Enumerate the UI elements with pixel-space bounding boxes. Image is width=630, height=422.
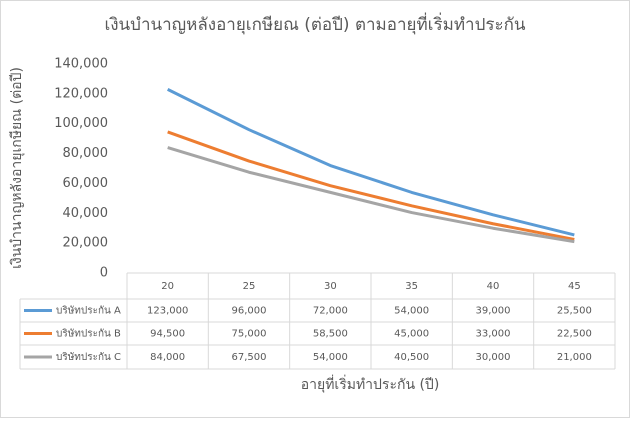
x-tick-label: 35 [405, 281, 418, 292]
table-value: 40,500 [394, 352, 429, 363]
table-value: 67,500 [232, 352, 267, 363]
table-value: 84,000 [150, 352, 185, 363]
y-tick-label: 0 [100, 266, 108, 281]
table-value: 45,000 [394, 329, 429, 340]
x-tick-label: 45 [568, 281, 581, 292]
y-axis-title: เงินบำนาญหลังอายุเกษียณ (ต่อปี) [9, 67, 25, 269]
table-value: 54,000 [394, 306, 429, 317]
table-value: 72,000 [313, 306, 348, 317]
y-tick-label: 100,000 [54, 116, 108, 131]
y-tick-label: 60,000 [63, 176, 109, 191]
table-value: 22,500 [557, 329, 592, 340]
x-axis-title: อายุที่เริ่มทำประกัน (ปี) [301, 375, 440, 393]
x-tick-label: 40 [487, 281, 500, 292]
y-tick-label: 120,000 [54, 86, 108, 101]
table-value: 21,000 [557, 352, 592, 363]
table-value: 96,000 [232, 306, 267, 317]
series-line [167, 88, 575, 237]
legend-label: บริษัทประกัน B [56, 329, 121, 340]
table-value: 75,000 [232, 329, 267, 340]
table-value: 123,000 [147, 306, 188, 317]
x-tick-label: 20 [161, 281, 174, 292]
series-line [167, 130, 575, 241]
table-value: 94,500 [150, 329, 185, 340]
y-tick-label: 80,000 [63, 146, 109, 161]
legend-label: บริษัทประกัน A [56, 306, 121, 317]
x-tick-label: 30 [324, 281, 337, 292]
chart-title: เงินบำนาญหลังอายุเกษียณ (ต่อปี) ตามอายุท… [104, 12, 525, 35]
table-value: 33,000 [476, 329, 511, 340]
x-tick-label: 25 [243, 281, 256, 292]
table-value: 54,000 [313, 352, 348, 363]
y-tick-label: 140,000 [54, 57, 108, 72]
series-line [167, 146, 575, 244]
table-value: 30,000 [476, 352, 511, 363]
y-tick-label: 40,000 [63, 206, 109, 221]
legend-label: บริษัทประกัน C [56, 352, 121, 363]
table-value: 25,500 [557, 306, 592, 317]
y-tick-label: 20,000 [63, 236, 109, 251]
table-value: 58,500 [313, 329, 348, 340]
table-value: 39,000 [476, 306, 511, 317]
